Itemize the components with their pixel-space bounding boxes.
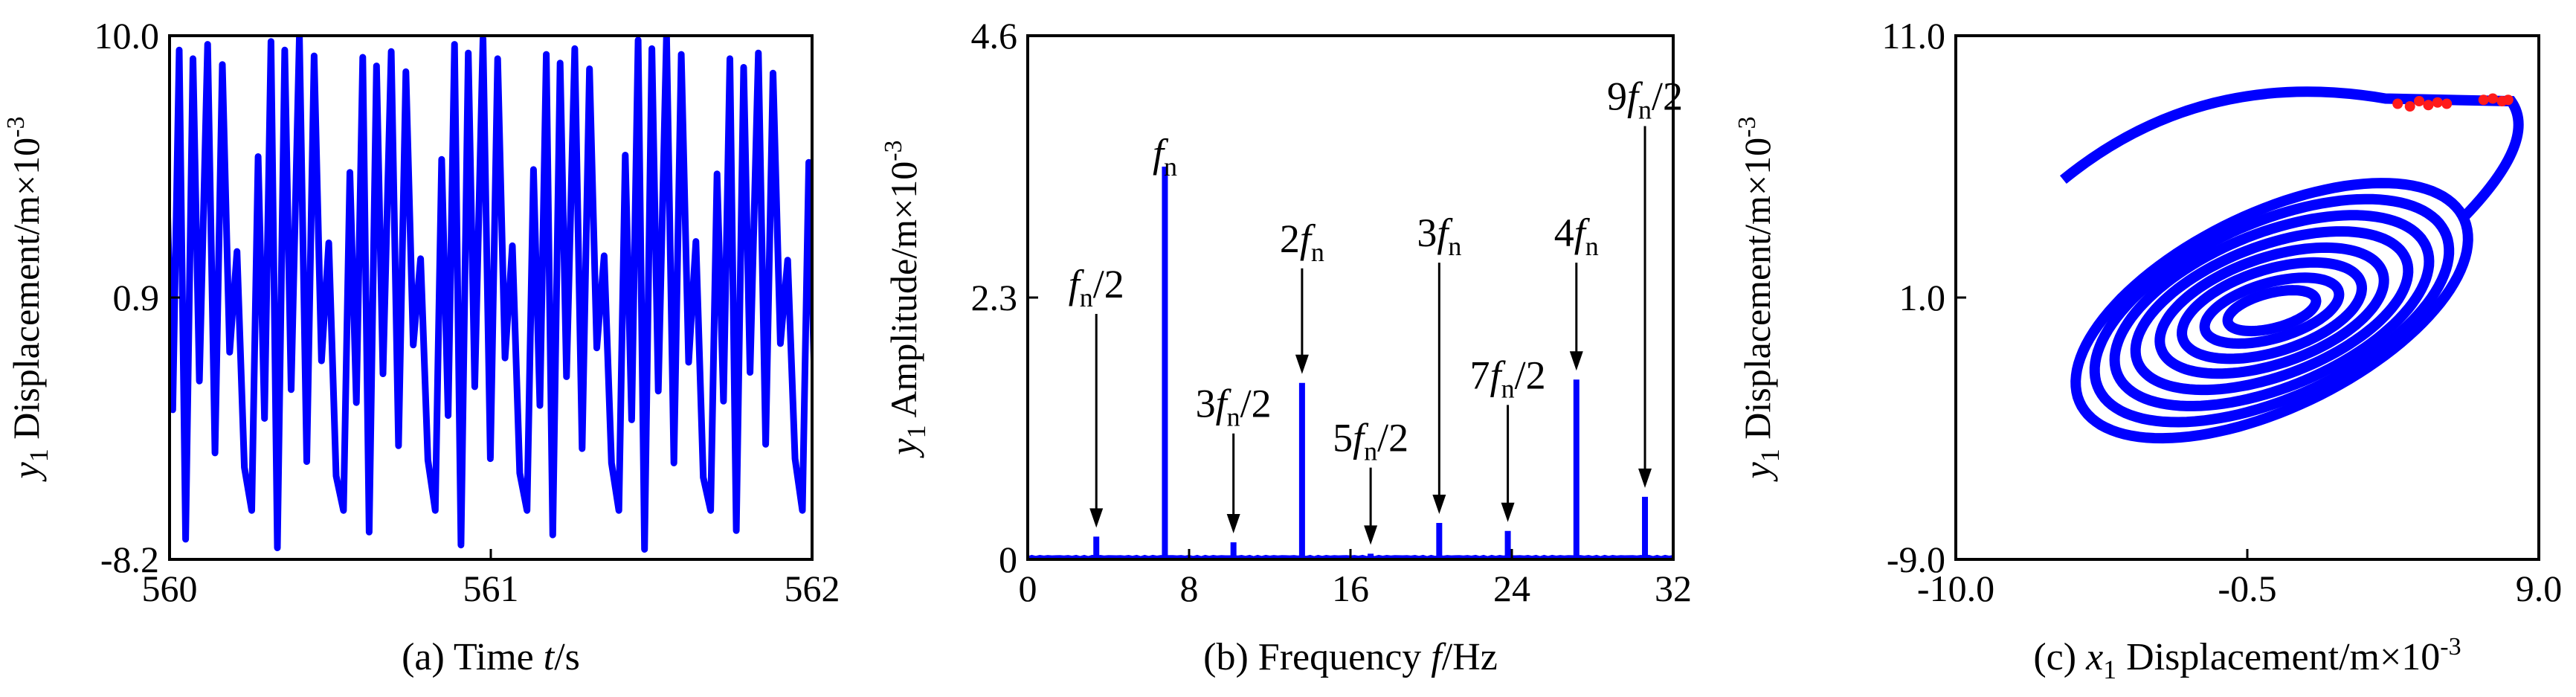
poincare-point — [2502, 94, 2514, 106]
peak-annotation-label: 7fn/2 — [1470, 353, 1546, 403]
y-tick-label: 10.0 — [94, 15, 160, 57]
annotation-arrow-head — [1089, 508, 1104, 528]
panel-a-plot-area — [170, 36, 812, 553]
panel-c-phase-portrait: -10.0 -0.5 9.0 -9.0 1.0 11.0 y1 Displacement/m… — [1733, 15, 2562, 684]
orbit-loop — [2070, 178, 2473, 444]
peak-annotation-label: fn — [1153, 131, 1177, 182]
y-tick-label: -8.2 — [100, 539, 159, 580]
y-tick-label: 0.9 — [113, 277, 160, 318]
poincare-point — [2488, 93, 2499, 104]
peak-annotation-label: 3fn/2 — [1196, 382, 1272, 432]
orbit-loop — [2109, 210, 2435, 411]
x-axis-caption: (a) Time t/s — [402, 636, 580, 678]
peak-annotation-label: 5fn/2 — [1333, 416, 1408, 466]
annotation-arrow-head — [1432, 495, 1446, 515]
x-tick-label: 32 — [1655, 568, 1692, 609]
peak-annotation-label: 9fn/2 — [1607, 74, 1683, 124]
x-axis-caption: (c) x1 Displacement/m×10-3 — [2033, 633, 2461, 684]
x-tick-label: 24 — [1493, 568, 1530, 609]
annotation-arrow-head — [1226, 514, 1240, 534]
orbit-loop — [2154, 242, 2389, 379]
panel-b-plot-area — [1028, 167, 1673, 559]
annotation-arrow-head — [1638, 468, 1652, 488]
poincare-point — [2392, 98, 2403, 109]
x-tick-label: 0 — [1019, 568, 1037, 609]
phase-orbit — [2059, 86, 2524, 444]
poincare-point — [2441, 98, 2453, 109]
annotation-arrow-head — [1569, 351, 1583, 371]
peak-annotation-label: 4fn — [1554, 211, 1599, 261]
orbit-loop — [2130, 226, 2414, 396]
x-tick-label: 9.0 — [2516, 568, 2563, 609]
orbit-upper-excursion — [2059, 86, 2524, 223]
panel-c-plot-area — [2059, 86, 2524, 444]
x-tick-label: 560 — [142, 568, 198, 609]
peak-annotation-label: 2fn — [1280, 216, 1324, 267]
annotation-arrow-head — [1364, 525, 1378, 545]
y1-displacement-series — [170, 36, 812, 553]
x-tick-label: -10.0 — [1917, 568, 1994, 609]
peak-annotation-label: 3fn — [1417, 211, 1461, 261]
y-tick-label: 1.0 — [1899, 277, 1946, 318]
poincare-point — [2432, 97, 2443, 108]
annotation-arrow-head — [1295, 354, 1309, 374]
y-tick-label: 4.6 — [971, 15, 1018, 57]
y-tick-label: 2.3 — [971, 277, 1018, 318]
annotation-arrow-head — [1501, 502, 1515, 522]
poincare-point — [2478, 94, 2489, 106]
x-tick-label: 562 — [785, 568, 840, 609]
orbit-loop — [2222, 285, 2322, 337]
panel-b-spectrum: fn/2 fn 3fn/2 2fn 5fn/2 3fn 7fn/2 4fn 9fn/2 0 8 16 2… — [880, 15, 1692, 678]
x-tick-label: 8 — [1180, 568, 1199, 609]
x-tick-label: 561 — [463, 568, 519, 609]
y-tick-label: -9.0 — [1887, 539, 1945, 580]
orbit-loop — [2199, 272, 2345, 349]
poincare-point — [2423, 100, 2434, 111]
y-tick-label: 0 — [999, 539, 1017, 580]
poincare-point — [2404, 101, 2415, 112]
x-tick-label: -0.5 — [2218, 568, 2276, 609]
orbit-loop — [2089, 193, 2455, 428]
poincare-point — [2414, 96, 2425, 106]
x-axis-caption: (b) Frequency f/Hz — [1203, 636, 1498, 678]
y-axis-label: y1 Displacement/m×10-3 — [1733, 117, 1785, 483]
y-axis-label: y1 Amplitude/m×10-3 — [880, 140, 931, 458]
panel-a-time-series: 560 561 562 -8.2 0.9 10.0 y1 Displacement/m×10… — [2, 15, 840, 678]
orbit-loop — [2177, 257, 2368, 364]
x-tick-label: 16 — [1332, 568, 1369, 609]
peak-annotation-label: fn/2 — [1069, 262, 1124, 312]
y-axis-label: y1 Displacement/m×10-3 — [2, 117, 54, 483]
y-tick-label: 11.0 — [1881, 15, 1945, 57]
